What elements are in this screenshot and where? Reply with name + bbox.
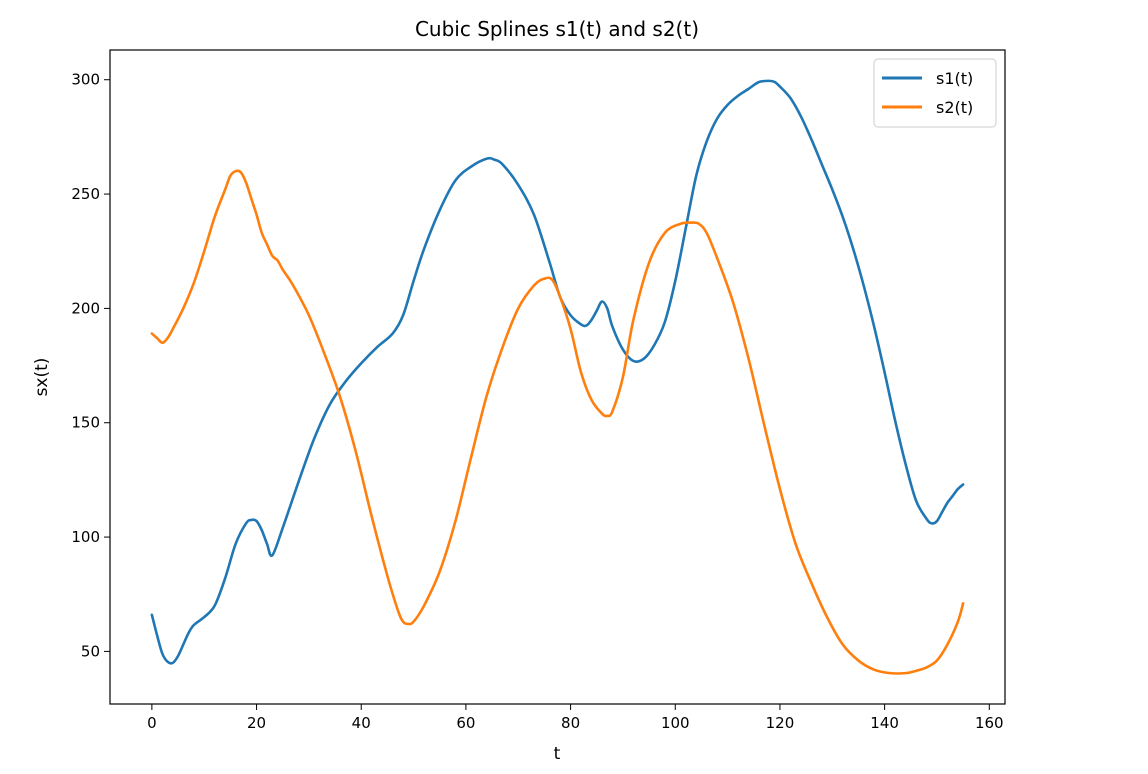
legend-label-s2: s2(t) bbox=[936, 98, 973, 117]
x-tick-label: 140 bbox=[870, 714, 899, 732]
y-tick-label: 200 bbox=[71, 299, 100, 317]
chart-title: Cubic Splines s1(t) and s2(t) bbox=[415, 17, 699, 41]
x-axis-label: t bbox=[554, 744, 561, 764]
series-lines bbox=[150, 79, 965, 675]
x-tick-label: 0 bbox=[147, 714, 157, 732]
x-tick-label: 100 bbox=[661, 714, 690, 732]
x-tick-label: 120 bbox=[766, 714, 795, 732]
x-tick-label: 40 bbox=[352, 714, 371, 732]
plot-frame bbox=[109, 49, 1006, 705]
x-tick-label: 20 bbox=[247, 714, 266, 732]
x-tick-label: 60 bbox=[456, 714, 475, 732]
legend-label-s1: s1(t) bbox=[936, 69, 973, 88]
series-line-s2 bbox=[150, 169, 965, 675]
y-axis-label: sx(t) bbox=[32, 358, 52, 397]
legend: s1(t) s2(t) bbox=[873, 58, 997, 128]
y-tick-label: 150 bbox=[71, 414, 100, 432]
x-tick-label: 160 bbox=[975, 714, 1004, 732]
series-line-s1 bbox=[150, 79, 965, 665]
y-tick-label: 250 bbox=[71, 185, 100, 203]
x-tick-label: 80 bbox=[561, 714, 580, 732]
y-tick-label: 50 bbox=[81, 642, 100, 660]
plot-area bbox=[110, 50, 1005, 704]
axis-ticks: 0 20 40 60 80 100 120 140 160 50 100 150 200 250 300 bbox=[71, 71, 1003, 732]
legend-box bbox=[873, 58, 997, 128]
y-tick-label: 100 bbox=[71, 528, 100, 546]
y-tick-label: 300 bbox=[71, 71, 100, 89]
